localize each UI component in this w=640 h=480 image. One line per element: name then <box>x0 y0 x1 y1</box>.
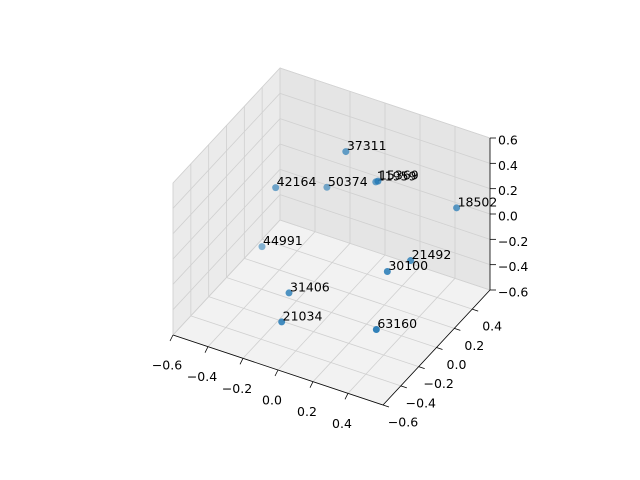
grid-line <box>262 238 473 310</box>
point-label: 18502 <box>458 194 498 209</box>
point-label: 37311 <box>347 138 387 153</box>
tick-mark <box>204 346 209 353</box>
tick-mark <box>309 381 314 388</box>
z-tick-label: −0.6 <box>498 285 528 300</box>
grid-line <box>279 143 491 215</box>
point <box>383 267 391 275</box>
grid-line <box>172 67 281 184</box>
grid-line <box>172 118 281 234</box>
point <box>374 177 382 185</box>
point-label: 63160 <box>377 316 417 331</box>
x-tick-label: 0.2 <box>297 404 317 419</box>
grid-line <box>190 315 401 387</box>
point-label: 50374 <box>328 174 368 189</box>
point-label: 21492 <box>412 247 452 262</box>
z-tick-label: −0.2 <box>498 234 528 249</box>
tick-mark <box>239 358 244 365</box>
point-label: 15369 <box>379 168 419 183</box>
y-tick-label: 0.4 <box>482 319 502 334</box>
grid-line <box>279 168 491 240</box>
y-tick-label: 0.0 <box>447 357 467 372</box>
point <box>407 257 415 265</box>
z-tick-label: 0.4 <box>498 158 518 173</box>
point-label: 31406 <box>290 279 330 294</box>
tick-mark <box>472 308 479 312</box>
point-label: 44991 <box>263 233 303 248</box>
x-tick-label: 0.4 <box>332 416 352 431</box>
point <box>258 243 266 251</box>
point <box>323 183 331 191</box>
point <box>278 318 286 326</box>
grid-line <box>244 257 455 329</box>
point <box>453 204 461 212</box>
grid-line <box>279 219 491 291</box>
point-label: 21034 <box>283 308 323 323</box>
point <box>342 148 350 156</box>
grid-line <box>279 194 491 266</box>
x-tick-label: 0.0 <box>262 393 282 408</box>
x-tick-label: −0.2 <box>222 381 252 396</box>
x-axis <box>172 334 384 406</box>
grid-line <box>172 169 281 285</box>
y-tick-label: 0.2 <box>464 338 484 353</box>
tick-mark <box>454 327 461 331</box>
x-tick-label: −0.6 <box>152 358 182 373</box>
grid-line <box>172 143 281 260</box>
tick-mark <box>344 393 349 400</box>
point-label: 30100 <box>388 258 428 273</box>
grid-line <box>279 118 491 190</box>
tick-mark <box>436 347 443 350</box>
tick-mark <box>169 334 174 342</box>
point <box>372 326 380 334</box>
grid-line <box>279 67 491 139</box>
tick-mark <box>400 385 407 389</box>
point-label: 11959 <box>377 168 417 183</box>
grid-line <box>172 93 281 209</box>
tick-mark <box>382 404 390 408</box>
y-tick-label: −0.4 <box>406 395 436 410</box>
grid-line <box>279 92 491 164</box>
point <box>272 184 280 192</box>
z-tick-label: −0.4 <box>498 259 528 274</box>
tick-mark <box>274 369 279 377</box>
grid-line <box>226 277 437 348</box>
x-tick-label: −0.4 <box>187 369 217 384</box>
y-axis <box>382 289 491 406</box>
z-tick-label: 0.0 <box>498 209 518 224</box>
tick-mark <box>418 366 425 370</box>
y-tick-label: −0.2 <box>423 376 453 391</box>
grid-line <box>172 219 281 336</box>
grid-line <box>172 194 281 310</box>
point <box>285 289 293 297</box>
grid-line <box>208 296 419 368</box>
point-label: 42164 <box>277 174 317 189</box>
y-tick-label: −0.6 <box>388 415 418 430</box>
z-tick-label: 0.2 <box>498 183 518 198</box>
z-tick-label: 0.6 <box>498 133 518 148</box>
